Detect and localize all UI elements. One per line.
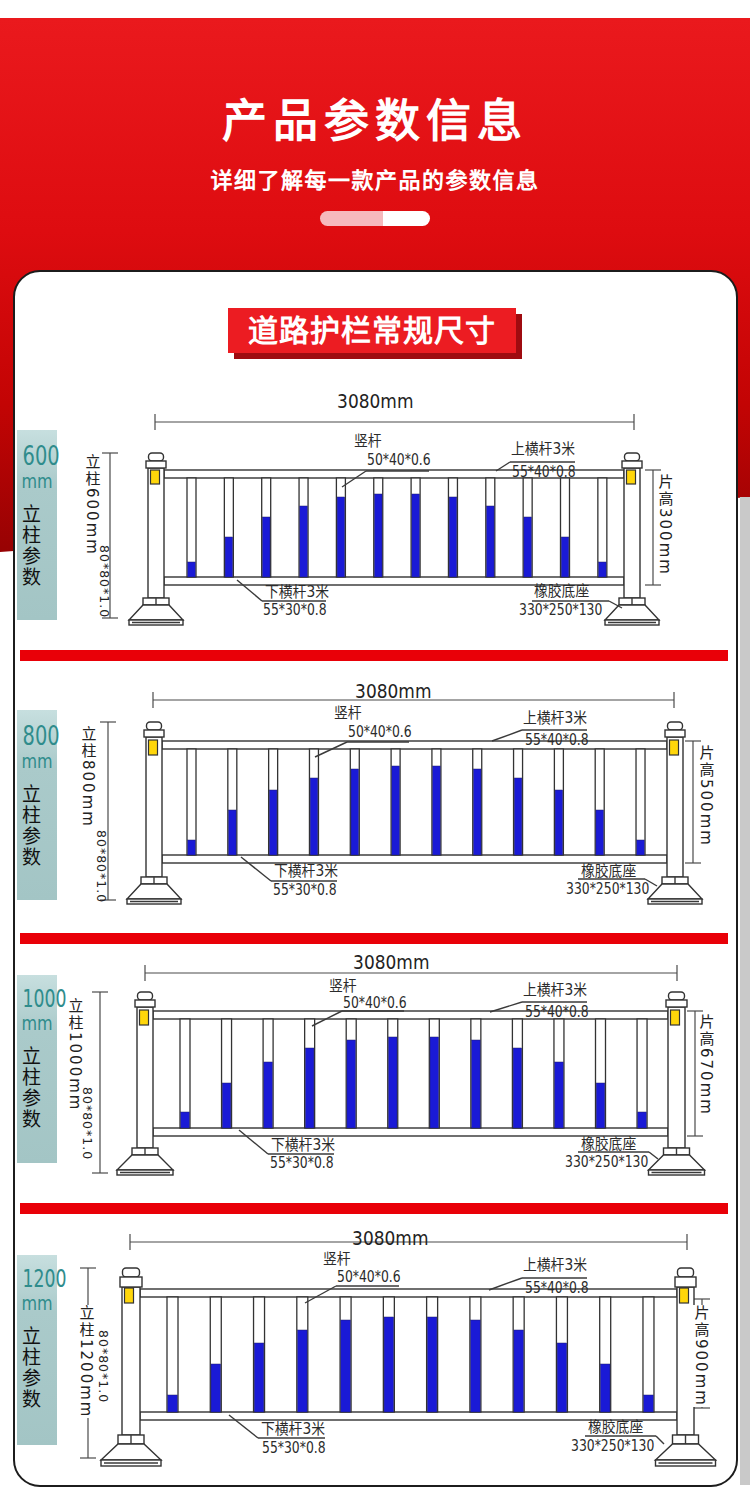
- piece-height-vlabel: 片高500mm: [696, 745, 717, 847]
- vertical-bar-label: 竖杆: [334, 706, 362, 722]
- sidebar-caption: 立柱参数: [17, 1326, 44, 1410]
- sidebar-height-unit: mm: [21, 1012, 53, 1034]
- piece-height-vlabel: 片高670mm: [696, 1014, 717, 1116]
- top-rail-label: 上横杆3米: [523, 711, 587, 727]
- dim-total-width-label: 3080mm: [352, 1228, 428, 1249]
- rubber-base-size-label: 330*250*130: [571, 1438, 654, 1454]
- rubber-base-size-label: 330*250*130: [565, 1154, 648, 1170]
- rubber-base-size-label: 330*250*130: [566, 881, 649, 897]
- sidebar-post-params: 1200mm 立柱参数: [17, 1255, 57, 1445]
- rubber-base-size-label: 330*250*130: [519, 602, 602, 618]
- post-height-vlabel: 立柱800mm: [78, 726, 99, 828]
- top-rail-size-label: 55*40*0.8: [512, 464, 576, 480]
- top-rail-label: 上横杆3米: [523, 983, 587, 999]
- sidebar-post-params: 800mm 立柱参数: [17, 710, 57, 900]
- top-rail-label: 上横杆3米: [523, 1258, 587, 1274]
- rubber-base-label: 橡胶底座: [588, 1420, 643, 1436]
- bottom-rail-label: 下横杆3米: [261, 1422, 325, 1438]
- post-height-vlabel: 立柱1200mm: [76, 1305, 97, 1418]
- bottom-rail-label: 下横杆3米: [274, 864, 338, 880]
- bottom-rail-label: 下横杆3米: [265, 585, 329, 601]
- decorative-pill: [320, 211, 430, 226]
- sidebar-height-value: 1200: [23, 1267, 52, 1292]
- post-section-vlabel: 80*80*1.0: [97, 545, 112, 618]
- section-badge: 道路护栏常规尺寸: [228, 308, 516, 353]
- page: 产品参数信息 详细了解每一款产品的参数信息 道路护栏常规尺寸 600mm立柱参数…: [0, 0, 750, 1489]
- post-section-vlabel: 80*80*1.0: [96, 1330, 111, 1403]
- vertical-bar-size-label: 50*40*0.6: [337, 1269, 401, 1285]
- sidebar-height-value: 600: [23, 442, 52, 470]
- sidebar-height-unit: mm: [21, 470, 53, 492]
- section-separator: [20, 933, 728, 944]
- vertical-bar-size-label: 50*40*0.6: [367, 452, 431, 468]
- bottom-rail-label: 下横杆3米: [271, 1138, 335, 1154]
- vertical-bar-label: 竖杆: [323, 1252, 351, 1268]
- post-section-vlabel: 80*80*1.0: [80, 1087, 95, 1160]
- sidebar-caption: 立柱参数: [17, 504, 44, 588]
- sidebar-post-params: 600mm 立柱参数: [17, 430, 57, 620]
- sidebar-caption: 立柱参数: [17, 1046, 44, 1130]
- section-separator: [20, 650, 728, 661]
- bottom-rail-size-label: 55*30*0.8: [262, 1440, 326, 1456]
- piece-height-vlabel: 片高300mm: [655, 474, 676, 576]
- panel-shadow: [740, 497, 750, 1485]
- sidebar-height-value: 1000: [23, 987, 52, 1012]
- sidebar-caption: 立柱参数: [17, 784, 44, 868]
- vertical-bar-size-label: 50*40*0.6: [343, 995, 407, 1011]
- sidebar-height-unit: mm: [21, 750, 53, 772]
- top-rail-size-label: 55*40*0.8: [525, 1280, 589, 1296]
- rubber-base-label: 橡胶底座: [581, 864, 636, 880]
- bottom-rail-size-label: 55*30*0.8: [273, 882, 337, 898]
- post-height-vlabel: 立柱600mm: [82, 454, 103, 556]
- rubber-base-label: 橡胶底座: [581, 1137, 636, 1153]
- dim-total-width-label: 3080mm: [353, 952, 429, 973]
- rubber-base-label: 橡胶底座: [534, 584, 589, 600]
- bottom-rail-size-label: 55*30*0.8: [270, 1155, 334, 1171]
- piece-height-vlabel: 片高900mm: [691, 1305, 712, 1407]
- dim-total-width-label: 3080mm: [355, 681, 431, 702]
- sidebar-height-value: 800: [23, 722, 52, 750]
- page-subtitle: 详细了解每一款产品的参数信息: [0, 162, 750, 194]
- page-title: 产品参数信息: [0, 85, 750, 150]
- top-rail-size-label: 55*40*0.8: [525, 1004, 589, 1020]
- dim-total-width-label: 3080mm: [337, 391, 413, 412]
- post-section-vlabel: 80*80*1.0: [94, 830, 109, 903]
- top-rail-size-label: 55*40*0.8: [525, 732, 589, 748]
- section-separator: [20, 1203, 728, 1214]
- sidebar-post-params: 1000mm 立柱参数: [17, 975, 57, 1163]
- top-rail-label: 上横杆3米: [511, 442, 575, 458]
- vertical-bar-label: 竖杆: [329, 979, 357, 995]
- sidebar-height-unit: mm: [21, 1292, 53, 1314]
- bottom-rail-size-label: 55*30*0.8: [263, 602, 327, 618]
- vertical-bar-label: 竖杆: [354, 434, 382, 450]
- vertical-bar-size-label: 50*40*0.6: [348, 724, 412, 740]
